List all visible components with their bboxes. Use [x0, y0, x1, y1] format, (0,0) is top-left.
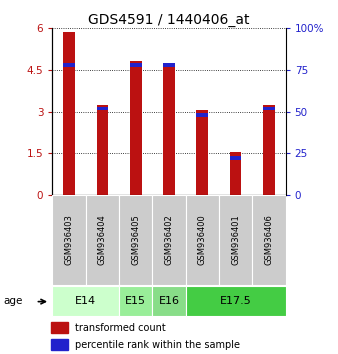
- Bar: [119, 286, 152, 316]
- Bar: [252, 195, 286, 285]
- Text: GSM936401: GSM936401: [231, 215, 240, 265]
- Text: E17.5: E17.5: [220, 296, 251, 306]
- Bar: [63, 33, 75, 195]
- Text: GSM936406: GSM936406: [264, 215, 273, 265]
- Bar: [119, 195, 152, 285]
- Bar: [97, 104, 108, 195]
- Bar: [219, 195, 252, 285]
- Text: GSM936403: GSM936403: [65, 215, 74, 265]
- Bar: [263, 104, 275, 195]
- Bar: [130, 63, 142, 67]
- Text: transformed count: transformed count: [75, 323, 166, 333]
- Bar: [163, 63, 175, 67]
- Bar: [63, 63, 75, 67]
- Bar: [186, 195, 219, 285]
- Text: percentile rank within the sample: percentile rank within the sample: [75, 340, 240, 350]
- Bar: [51, 322, 68, 333]
- Text: age: age: [3, 296, 23, 306]
- Bar: [263, 107, 275, 110]
- Bar: [230, 156, 241, 160]
- Bar: [152, 195, 186, 285]
- Text: GSM936400: GSM936400: [198, 215, 207, 265]
- Text: GSM936404: GSM936404: [98, 215, 107, 265]
- Bar: [163, 65, 175, 195]
- Text: E16: E16: [159, 296, 179, 306]
- Title: GDS4591 / 1440406_at: GDS4591 / 1440406_at: [88, 13, 250, 27]
- Bar: [86, 195, 119, 285]
- Bar: [130, 61, 142, 195]
- Bar: [152, 286, 186, 316]
- Text: GSM936402: GSM936402: [165, 215, 173, 265]
- Bar: [51, 339, 68, 350]
- Bar: [196, 110, 208, 195]
- Text: GSM936405: GSM936405: [131, 215, 140, 265]
- Bar: [230, 152, 241, 195]
- Bar: [52, 286, 119, 316]
- Bar: [97, 107, 108, 110]
- Text: E15: E15: [125, 296, 146, 306]
- Bar: [196, 113, 208, 116]
- Bar: [186, 286, 286, 316]
- Text: E14: E14: [75, 296, 96, 306]
- Bar: [52, 195, 86, 285]
